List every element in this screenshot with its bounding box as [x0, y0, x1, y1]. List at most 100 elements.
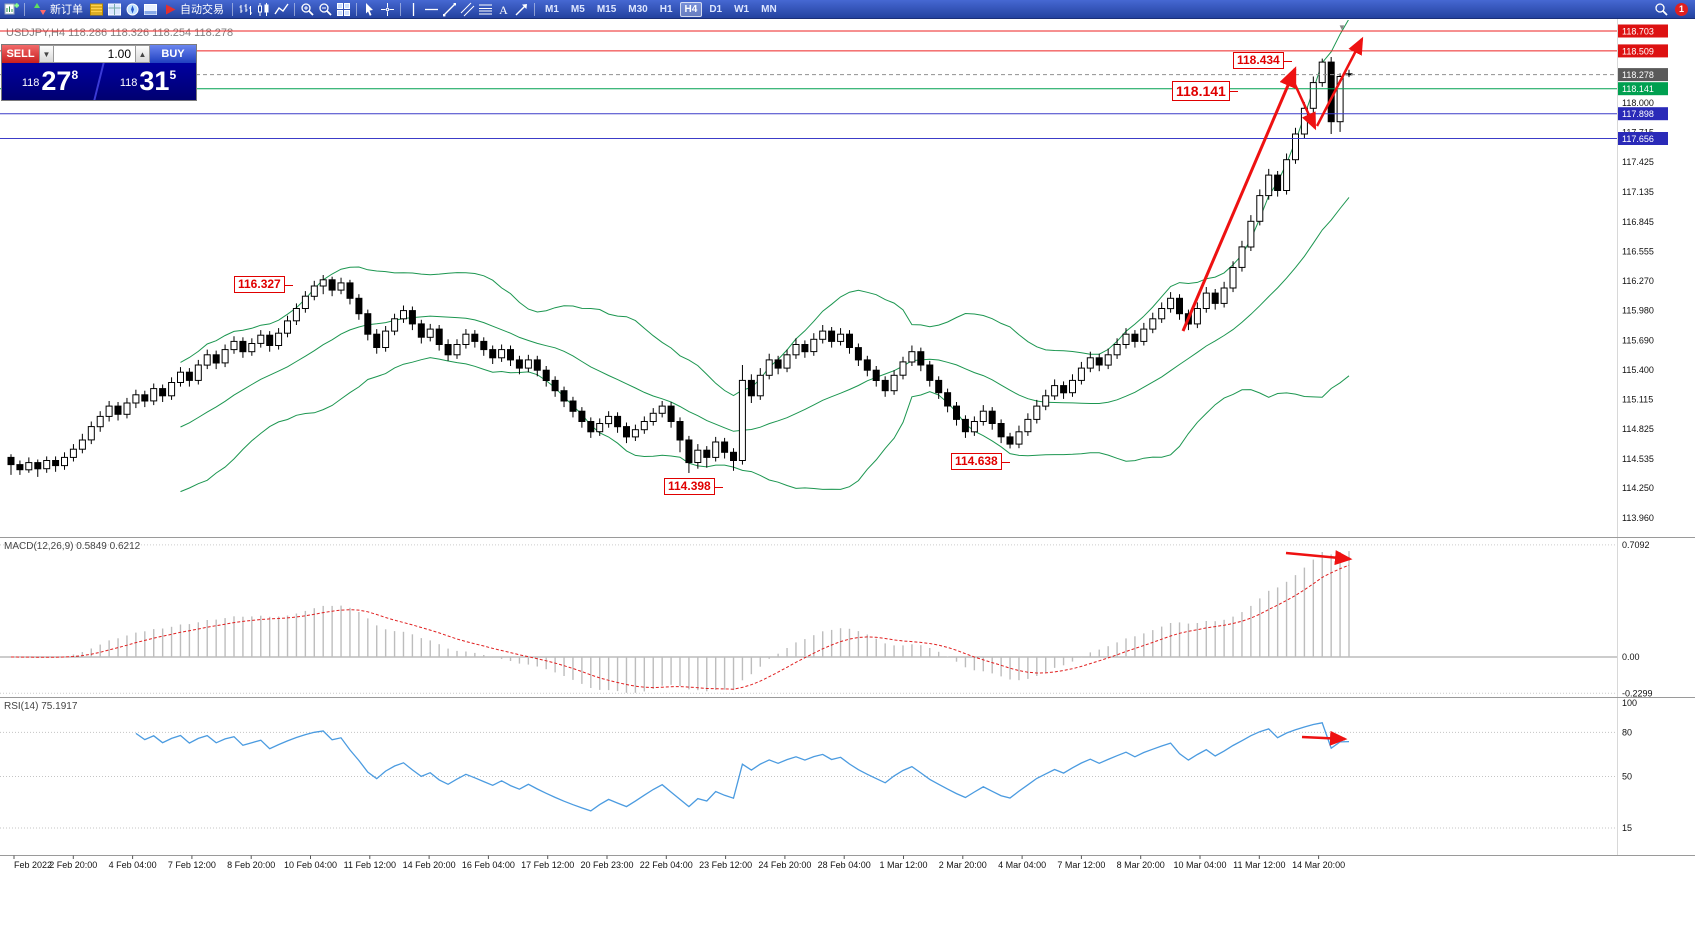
chart-shift-marker-icon[interactable]: ▼	[1338, 23, 1346, 32]
zoom-in-button[interactable]	[299, 1, 316, 18]
notification-badge[interactable]: 1	[1675, 2, 1688, 16]
toolbar-separator	[294, 2, 295, 16]
ask-prefix: 118	[119, 77, 138, 89]
svg-text:118.141: 118.141	[1622, 84, 1654, 94]
macd-signal-line	[10, 564, 1350, 690]
vertical-line-button[interactable]	[405, 1, 422, 18]
bollinger-bands[interactable]	[180, 19, 1350, 493]
bid-prefix: 118	[21, 77, 40, 89]
svg-text:-0.2299: -0.2299	[1622, 688, 1653, 698]
buy-button[interactable]: BUY	[150, 45, 196, 63]
svg-text:114.535: 114.535	[1622, 454, 1654, 464]
red-arrow[interactable]	[1290, 77, 1317, 131]
svg-text:118.703: 118.703	[1622, 27, 1654, 37]
bar-chart-button[interactable]	[237, 1, 254, 18]
timeframe-mn-button[interactable]: MN	[761, 3, 777, 15]
svg-text:7 Mar 12:00: 7 Mar 12:00	[1057, 860, 1105, 870]
toolbar-separator	[24, 2, 25, 16]
svg-text:Feb 2022: Feb 2022	[14, 860, 52, 870]
market-watch-button[interactable]	[88, 1, 105, 18]
svg-text:7 Feb 12:00: 7 Feb 12:00	[168, 860, 216, 870]
crosshair-button[interactable]	[379, 1, 396, 18]
timeframe-h4-button[interactable]: H4	[679, 1, 703, 17]
svg-text:115.400: 115.400	[1622, 365, 1654, 375]
navigator-button[interactable]	[124, 1, 141, 18]
terminal-button[interactable]	[142, 1, 159, 18]
timeframe-m5-button[interactable]: M5	[570, 3, 585, 15]
search-icon[interactable]	[1653, 1, 1670, 18]
timeframe-toolbar: M1 M5 M15 M30 H1 H4 D1 W1 MN	[539, 1, 783, 17]
svg-text:10 Mar 04:00: 10 Mar 04:00	[1173, 860, 1226, 870]
timeframe-d1-button[interactable]: D1	[709, 3, 723, 15]
text-tool-button[interactable]: A	[495, 1, 512, 18]
svg-text:116.845: 116.845	[1622, 217, 1654, 227]
svg-text:11 Feb 12:00: 11 Feb 12:00	[344, 860, 396, 870]
bid-pip: 8	[71, 68, 79, 82]
macd-histogram	[19, 551, 1350, 693]
ask-pip: 5	[169, 68, 177, 82]
svg-text:A: A	[499, 3, 508, 17]
trend-arrows[interactable]	[1181, 36, 1364, 746]
svg-text:80: 80	[1622, 727, 1632, 737]
bid-price[interactable]: 118 27 8	[2, 63, 98, 100]
volume-down-button[interactable]: ▼	[39, 45, 54, 63]
data-window-button[interactable]	[106, 1, 123, 18]
ask-price[interactable]: 118 31 5	[100, 63, 196, 100]
svg-text:113.960: 113.960	[1622, 513, 1654, 523]
svg-text:2 Feb 20:00: 2 Feb 20:00	[49, 860, 97, 870]
bid-big-figure: 27	[41, 66, 72, 96]
svg-text:0.00: 0.00	[1622, 652, 1640, 662]
volume-up-button[interactable]: ▲	[135, 45, 150, 63]
horizontal-level-lines[interactable]	[0, 30, 1617, 139]
red-arrow[interactable]	[1315, 36, 1364, 127]
rsi-line	[135, 722, 1350, 812]
svg-text:115.690: 115.690	[1622, 335, 1654, 345]
main-chart-panel[interactable]	[7, 19, 1353, 493]
price-axis[interactable]: 118.000117.715117.425117.135116.845116.5…	[1617, 19, 1669, 855]
svg-text:115.980: 115.980	[1622, 306, 1654, 316]
svg-text:14 Mar 20:00: 14 Mar 20:00	[1292, 860, 1345, 870]
horizontal-line-button[interactable]	[423, 1, 440, 18]
svg-text:117.135: 117.135	[1622, 187, 1654, 197]
macd-label: MACD(12,26,9) 0.5849 0.6212	[4, 541, 141, 552]
tile-windows-button[interactable]	[335, 1, 352, 18]
main-toolbar: 新订单 自动交易	[0, 0, 1695, 19]
autotrading-button[interactable]: 自动交易	[160, 1, 228, 18]
sell-button[interactable]: SELL	[2, 45, 39, 63]
red-arrow[interactable]	[1181, 66, 1297, 332]
new-order-button[interactable]: 新订单	[29, 1, 87, 18]
volume-input[interactable]	[54, 45, 135, 63]
svg-text:24 Feb 20:00: 24 Feb 20:00	[758, 860, 811, 870]
timeframe-m15-button[interactable]: M15	[596, 3, 617, 15]
red-arrow[interactable]	[1301, 730, 1348, 746]
cursor-button[interactable]	[361, 1, 378, 18]
svg-text:10 Feb 04:00: 10 Feb 04:00	[284, 860, 337, 870]
line-chart-button[interactable]	[273, 1, 290, 18]
timeframe-h1-button[interactable]: H1	[659, 3, 673, 15]
timeframe-m30-button[interactable]: M30	[628, 3, 648, 15]
trendline-button[interactable]	[441, 1, 458, 18]
new-chart-button[interactable]	[3, 1, 20, 18]
candlestick-chart-button[interactable]	[255, 1, 272, 18]
svg-text:50: 50	[1622, 772, 1632, 782]
toolbar-separator	[232, 2, 233, 16]
rsi-panel[interactable]	[0, 722, 1617, 829]
rsi-label: RSI(14) 75.1917	[4, 701, 78, 712]
zoom-out-button[interactable]	[317, 1, 334, 18]
toolbar-separator	[534, 2, 535, 16]
timeframe-w1-button[interactable]: W1	[734, 3, 750, 15]
svg-text:115.115: 115.115	[1622, 394, 1653, 404]
fibonacci-button[interactable]	[477, 1, 494, 18]
arrows-tool-button[interactable]	[513, 1, 530, 18]
svg-text:1 Mar 12:00: 1 Mar 12:00	[879, 860, 927, 870]
timeframe-m1-button[interactable]: M1	[545, 3, 559, 15]
channel-button[interactable]	[459, 1, 476, 18]
svg-text:8 Mar 20:00: 8 Mar 20:00	[1117, 860, 1165, 870]
svg-text:116.270: 116.270	[1622, 276, 1654, 286]
candlestick-series[interactable]	[7, 57, 1353, 477]
red-arrow[interactable]	[1285, 550, 1353, 566]
macd-panel[interactable]	[0, 544, 1617, 694]
svg-text:118.278: 118.278	[1622, 70, 1654, 80]
